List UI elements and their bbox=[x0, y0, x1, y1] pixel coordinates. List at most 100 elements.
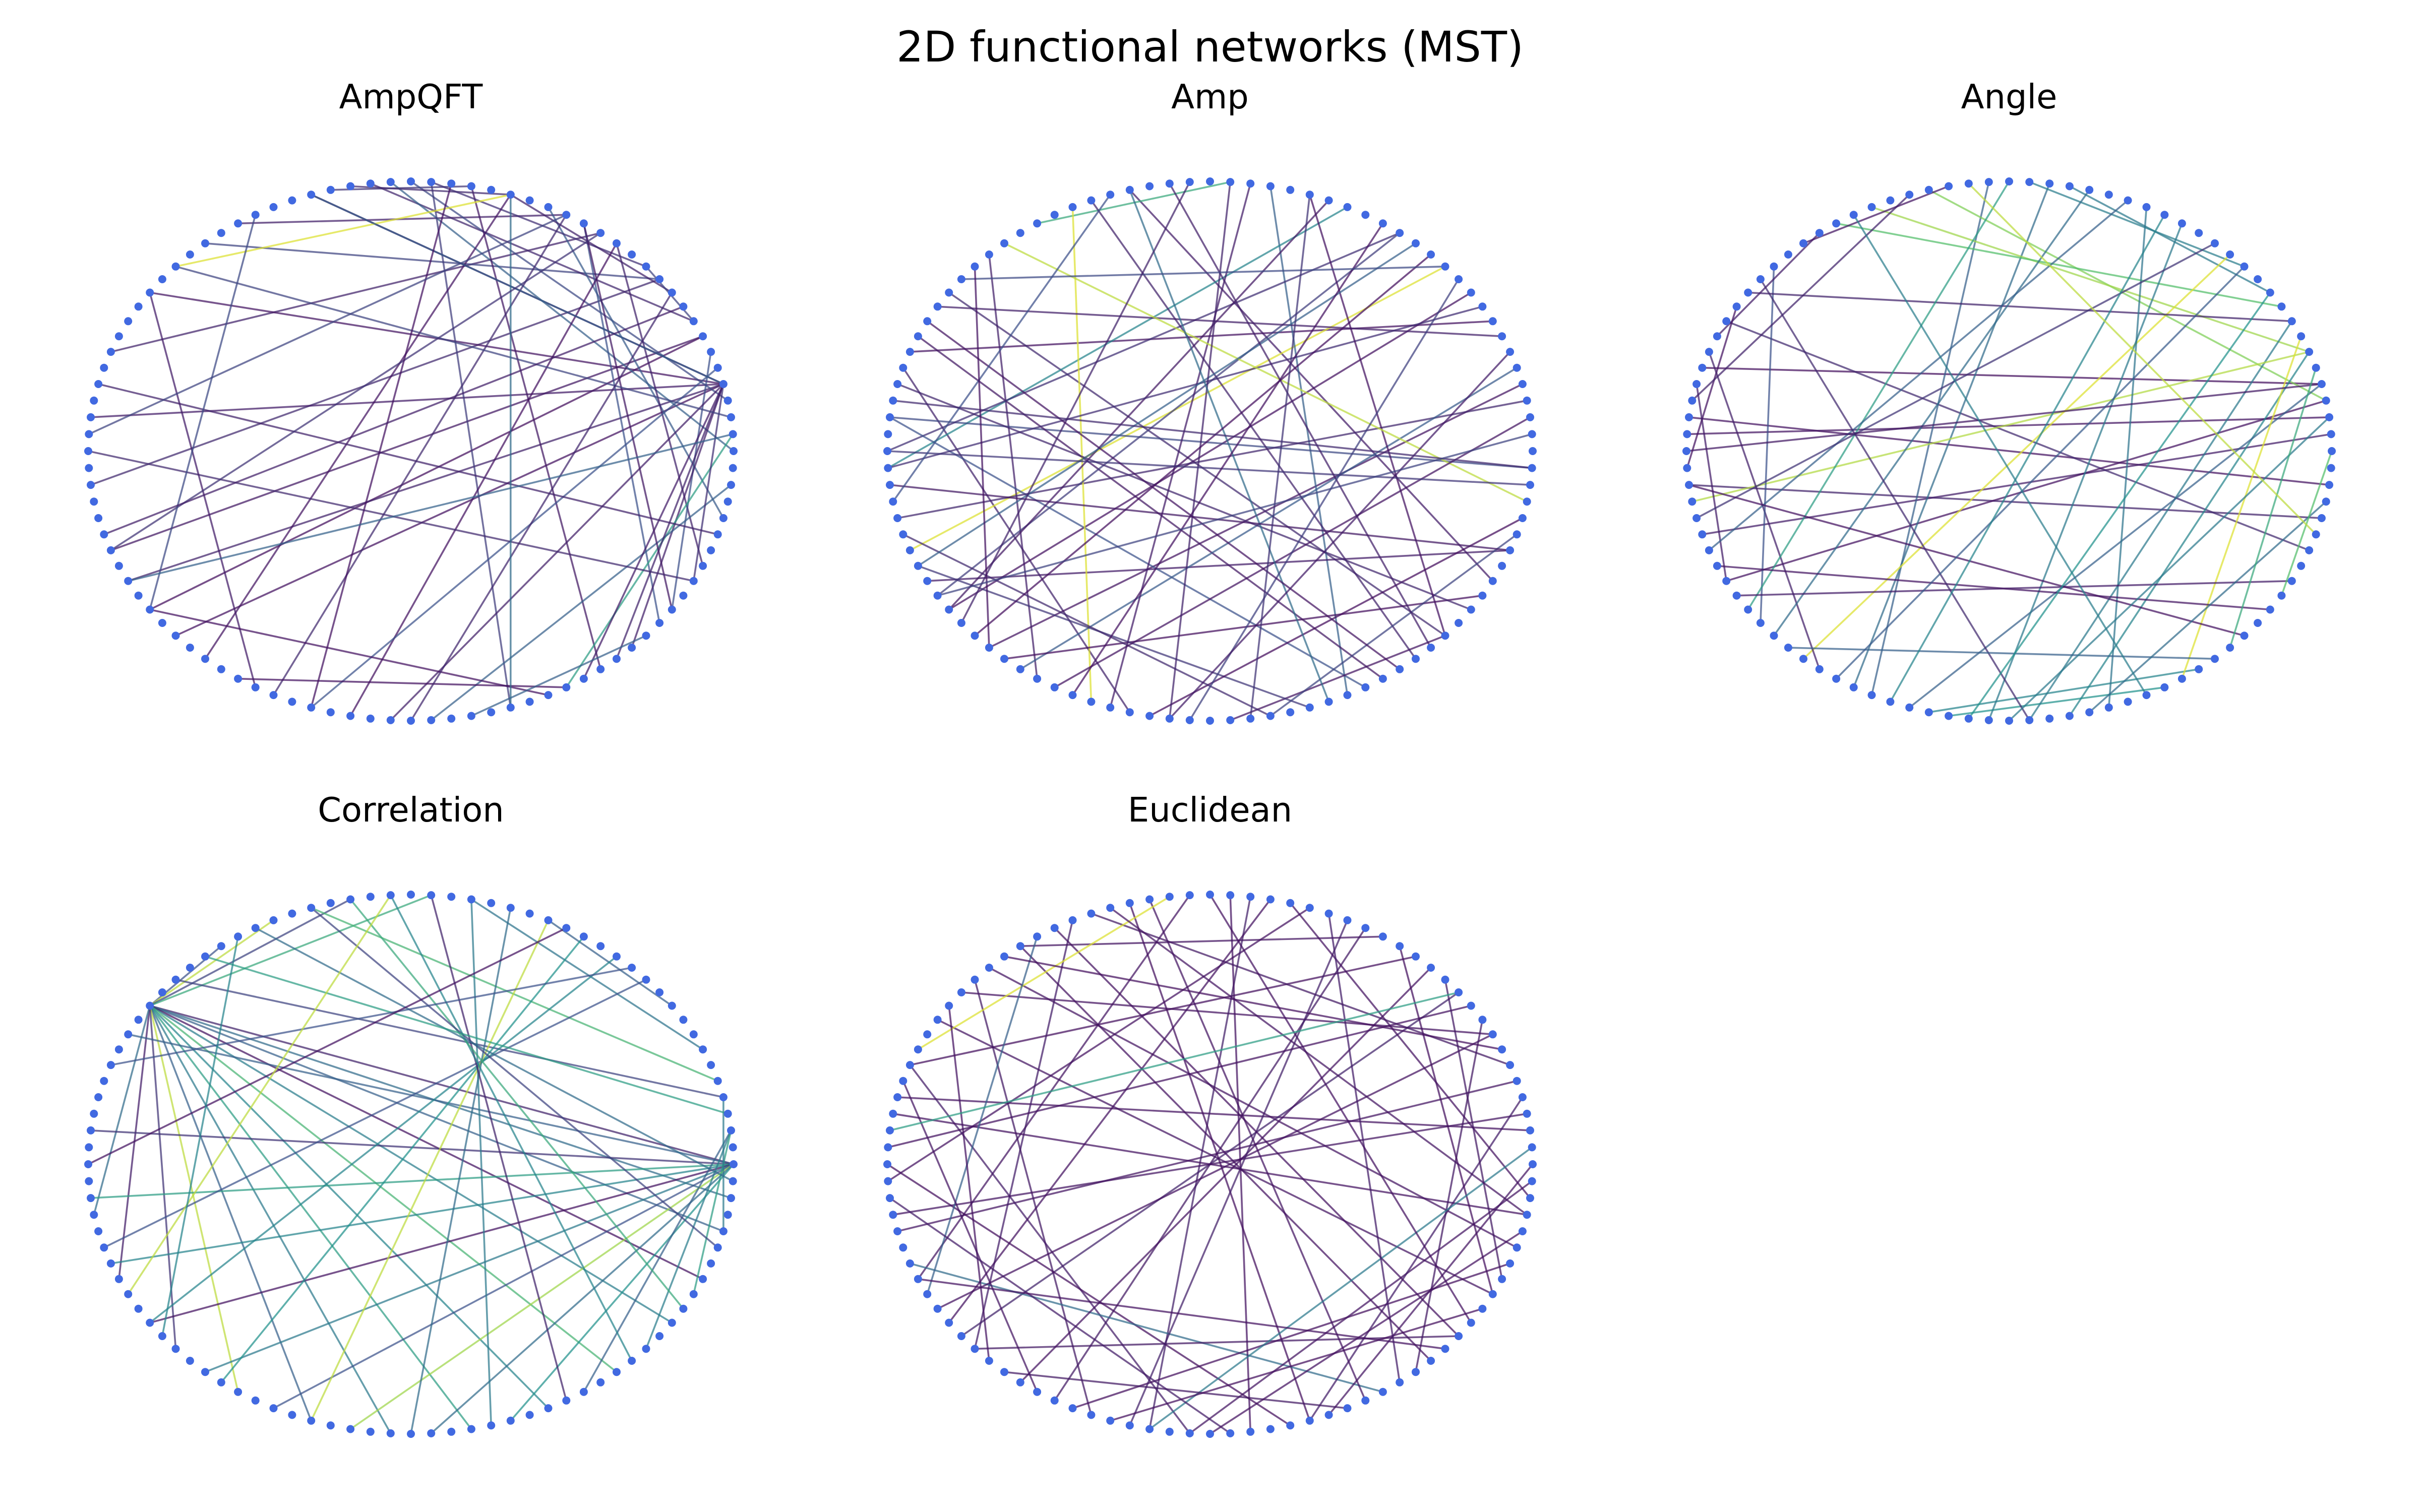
network-edge bbox=[1019, 967, 1432, 1383]
panel-amp: Amp bbox=[883, 77, 1537, 725]
network-node bbox=[106, 1061, 115, 1069]
network-edge bbox=[2229, 367, 2317, 648]
network-node bbox=[487, 708, 496, 717]
network-edge bbox=[889, 416, 1366, 688]
network-edge bbox=[631, 384, 724, 648]
network-edge bbox=[1708, 200, 2129, 551]
network-edge bbox=[937, 305, 1502, 337]
network-node bbox=[1033, 1388, 1042, 1396]
network-edge bbox=[909, 1064, 1191, 1434]
network-node bbox=[171, 632, 180, 640]
network-node bbox=[1744, 288, 1752, 297]
network-node bbox=[2177, 219, 2186, 228]
network-node bbox=[158, 1332, 166, 1340]
network-edge bbox=[887, 206, 1348, 469]
network-edge bbox=[110, 232, 601, 353]
network-node bbox=[146, 1318, 154, 1327]
network-node bbox=[613, 952, 621, 961]
network-edge bbox=[1747, 181, 2010, 610]
network-node bbox=[2317, 514, 2326, 522]
panel-title-angle: Angle bbox=[1961, 77, 2058, 116]
network-node bbox=[1050, 1396, 1059, 1405]
network-node bbox=[158, 988, 166, 996]
network-node bbox=[642, 975, 650, 984]
network-node bbox=[923, 317, 932, 326]
network-edge bbox=[1209, 894, 1472, 1324]
network-node bbox=[1498, 1275, 1506, 1283]
network-edge bbox=[310, 183, 452, 708]
network-node bbox=[1378, 932, 1387, 941]
network-node bbox=[562, 924, 571, 932]
network-node bbox=[1512, 530, 1521, 539]
network-node bbox=[1068, 916, 1077, 924]
network-node bbox=[2325, 481, 2333, 489]
network-edge bbox=[989, 967, 1518, 1248]
network-edge bbox=[2029, 181, 2245, 268]
network-node bbox=[201, 239, 209, 247]
network-edge bbox=[1071, 207, 1093, 702]
network-node bbox=[1206, 891, 1214, 899]
network-node bbox=[544, 916, 553, 924]
network-node bbox=[957, 1332, 965, 1340]
network-edge bbox=[887, 1004, 1472, 1149]
network-edge bbox=[110, 1163, 734, 1265]
network-node bbox=[2240, 632, 2249, 640]
network-node bbox=[1000, 239, 1008, 247]
network-node bbox=[971, 262, 979, 271]
network-edge bbox=[961, 266, 1445, 280]
network-edge bbox=[897, 400, 1528, 519]
network-node bbox=[146, 1001, 154, 1010]
panel-ampqft: AmpQFT bbox=[84, 77, 738, 725]
network-node bbox=[613, 655, 621, 663]
network-node bbox=[326, 185, 335, 194]
network-node bbox=[893, 380, 902, 388]
network-edge bbox=[1399, 946, 1494, 1295]
network-edge bbox=[1169, 351, 1511, 720]
network-node bbox=[2297, 332, 2306, 341]
network-node bbox=[1799, 655, 1807, 663]
network-node bbox=[1246, 179, 1255, 188]
network-node bbox=[579, 674, 588, 683]
network-node bbox=[386, 891, 395, 900]
network-node bbox=[933, 1016, 942, 1024]
network-node bbox=[1478, 591, 1487, 600]
network-node bbox=[655, 1332, 664, 1340]
network-edge bbox=[149, 1004, 734, 1165]
network-edge bbox=[1189, 279, 1460, 721]
network-edge bbox=[1773, 189, 2090, 637]
network-node bbox=[679, 1016, 688, 1024]
network-edge bbox=[90, 278, 660, 486]
network-edge bbox=[1229, 895, 1251, 1432]
network-edge bbox=[1686, 383, 2322, 452]
network-node bbox=[146, 605, 154, 614]
network-node bbox=[945, 1318, 953, 1327]
network-node bbox=[1050, 924, 1059, 932]
network-edge bbox=[149, 608, 549, 696]
network-edge bbox=[470, 186, 601, 670]
network-node bbox=[1498, 332, 1506, 341]
network-node bbox=[1412, 1368, 1420, 1376]
network-node bbox=[100, 363, 108, 372]
network-node bbox=[1378, 674, 1387, 683]
network-node bbox=[1266, 1425, 1275, 1433]
network-node bbox=[1512, 1077, 1521, 1085]
network-node bbox=[124, 1030, 133, 1039]
network-node bbox=[1286, 708, 1295, 717]
network-node bbox=[642, 1345, 650, 1353]
network-node bbox=[506, 191, 515, 199]
network-node bbox=[1478, 302, 1487, 311]
network-node bbox=[217, 1378, 225, 1387]
network-node bbox=[613, 1368, 621, 1376]
network-node bbox=[1685, 481, 1693, 489]
network-node bbox=[2322, 497, 2330, 506]
network-node bbox=[884, 1143, 892, 1152]
network-node bbox=[1832, 219, 1841, 228]
network-edge bbox=[311, 907, 718, 1248]
network-edge bbox=[149, 1005, 472, 1430]
edges-amp bbox=[887, 181, 1533, 721]
network-edge bbox=[671, 351, 712, 610]
network-node bbox=[1698, 530, 1707, 539]
network-node bbox=[1343, 1404, 1352, 1413]
network-edge bbox=[175, 266, 732, 418]
network-node bbox=[1506, 1061, 1515, 1069]
